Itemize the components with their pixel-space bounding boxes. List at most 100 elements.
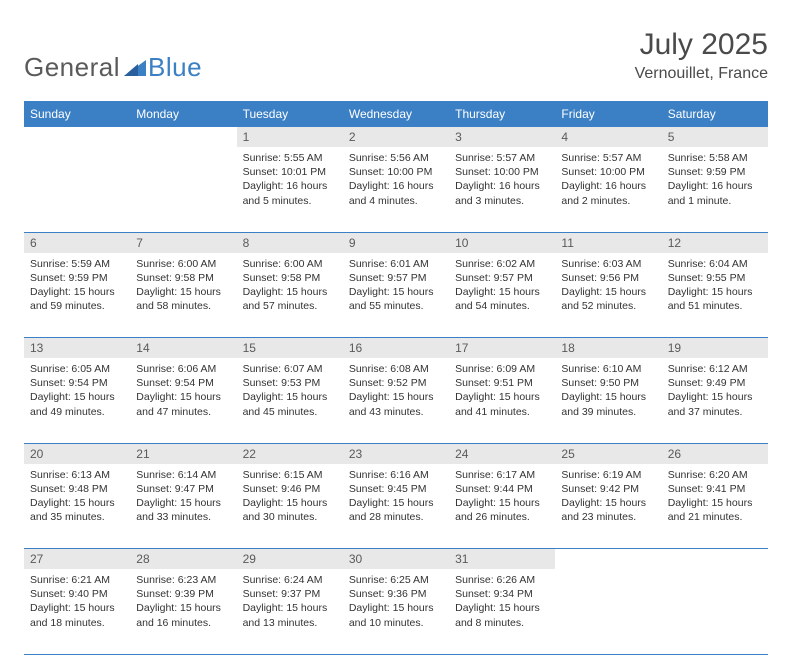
daynum-cell: 19 — [662, 338, 768, 359]
daynum-row: 12345 — [24, 127, 768, 147]
weekday-header: Friday — [555, 101, 661, 127]
brand-logo: General Blue — [24, 52, 202, 83]
daynum-cell: 2 — [343, 127, 449, 147]
daynum-cell: 31 — [449, 549, 555, 570]
day-info: Sunrise: 6:23 AMSunset: 9:39 PMDaylight:… — [130, 569, 236, 636]
title-block: July 2025 Vernouillet, France — [635, 28, 768, 83]
daynum-row: 20212223242526 — [24, 443, 768, 464]
day-number: 10 — [449, 233, 555, 253]
info-line: Sunset: 9:36 PM — [349, 587, 443, 601]
daynum-cell: 5 — [662, 127, 768, 147]
info-line: and 51 minutes. — [668, 299, 762, 313]
day-info: Sunrise: 6:02 AMSunset: 9:57 PMDaylight:… — [449, 253, 555, 320]
day-info: Sunrise: 6:24 AMSunset: 9:37 PMDaylight:… — [237, 569, 343, 636]
info-line: Daylight: 16 hours — [349, 179, 443, 193]
info-line: and 41 minutes. — [455, 405, 549, 419]
info-line: Sunrise: 6:02 AM — [455, 257, 549, 271]
info-line: and 1 minute. — [668, 194, 762, 208]
info-line: Sunset: 9:57 PM — [455, 271, 549, 285]
info-line: and 33 minutes. — [136, 510, 230, 524]
daynum-cell: 1 — [237, 127, 343, 147]
content-row: Sunrise: 5:55 AMSunset: 10:01 PMDaylight… — [24, 147, 768, 232]
day-cell: Sunrise: 6:05 AMSunset: 9:54 PMDaylight:… — [24, 358, 130, 443]
daynum-row: 2728293031 — [24, 549, 768, 570]
day-number: 29 — [237, 549, 343, 569]
info-line: Sunrise: 5:55 AM — [243, 151, 337, 165]
info-line: Sunrise: 6:16 AM — [349, 468, 443, 482]
day-cell — [24, 147, 130, 232]
day-info: Sunrise: 6:05 AMSunset: 9:54 PMDaylight:… — [24, 358, 130, 425]
day-cell: Sunrise: 5:57 AMSunset: 10:00 PMDaylight… — [555, 147, 661, 232]
info-line: Daylight: 15 hours — [243, 601, 337, 615]
info-line: Daylight: 15 hours — [243, 390, 337, 404]
info-line: Sunrise: 6:00 AM — [243, 257, 337, 271]
info-line: Daylight: 15 hours — [349, 496, 443, 510]
info-line: Sunrise: 6:07 AM — [243, 362, 337, 376]
day-cell: Sunrise: 6:12 AMSunset: 9:49 PMDaylight:… — [662, 358, 768, 443]
daynum-cell: 3 — [449, 127, 555, 147]
day-number — [24, 127, 130, 133]
info-line: Sunrise: 6:08 AM — [349, 362, 443, 376]
daynum-row: 13141516171819 — [24, 338, 768, 359]
info-line: Daylight: 16 hours — [243, 179, 337, 193]
info-line: and 13 minutes. — [243, 616, 337, 630]
page-header: General Blue July 2025 Vernouillet, Fran… — [24, 28, 768, 83]
daynum-cell: 12 — [662, 232, 768, 253]
info-line: Sunrise: 6:17 AM — [455, 468, 549, 482]
info-line: Sunset: 9:57 PM — [349, 271, 443, 285]
day-info: Sunrise: 6:09 AMSunset: 9:51 PMDaylight:… — [449, 358, 555, 425]
brand-triangle-icon — [124, 52, 146, 83]
info-line: Sunrise: 6:23 AM — [136, 573, 230, 587]
brand-text-2: Blue — [148, 52, 202, 83]
day-info: Sunrise: 6:00 AMSunset: 9:58 PMDaylight:… — [130, 253, 236, 320]
info-line: Sunset: 9:52 PM — [349, 376, 443, 390]
daynum-cell: 30 — [343, 549, 449, 570]
day-info: Sunrise: 6:10 AMSunset: 9:50 PMDaylight:… — [555, 358, 661, 425]
info-line: and 49 minutes. — [30, 405, 124, 419]
brand-text-1: General — [24, 52, 120, 83]
info-line: Sunrise: 5:57 AM — [455, 151, 549, 165]
info-line: Sunset: 9:34 PM — [455, 587, 549, 601]
info-line: Sunrise: 5:58 AM — [668, 151, 762, 165]
daynum-cell: 8 — [237, 232, 343, 253]
day-number: 1 — [237, 127, 343, 147]
info-line: Daylight: 15 hours — [455, 390, 549, 404]
info-line: and 5 minutes. — [243, 194, 337, 208]
daynum-cell: 24 — [449, 443, 555, 464]
info-line: and 21 minutes. — [668, 510, 762, 524]
calendar-body: 12345Sunrise: 5:55 AMSunset: 10:01 PMDay… — [24, 127, 768, 654]
day-number: 13 — [24, 338, 130, 358]
info-line: Sunrise: 6:24 AM — [243, 573, 337, 587]
info-line: Sunset: 9:47 PM — [136, 482, 230, 496]
info-line: and 47 minutes. — [136, 405, 230, 419]
info-line: and 8 minutes. — [455, 616, 549, 630]
info-line: Sunset: 9:49 PM — [668, 376, 762, 390]
day-info: Sunrise: 6:17 AMSunset: 9:44 PMDaylight:… — [449, 464, 555, 531]
info-line: Sunrise: 6:21 AM — [30, 573, 124, 587]
info-line: and 58 minutes. — [136, 299, 230, 313]
day-number: 8 — [237, 233, 343, 253]
info-line: and 16 minutes. — [136, 616, 230, 630]
info-line: Daylight: 15 hours — [455, 285, 549, 299]
info-line: and 10 minutes. — [349, 616, 443, 630]
info-line: Sunset: 9:42 PM — [561, 482, 655, 496]
info-line: Sunset: 9:39 PM — [136, 587, 230, 601]
day-cell: Sunrise: 6:10 AMSunset: 9:50 PMDaylight:… — [555, 358, 661, 443]
day-number: 18 — [555, 338, 661, 358]
day-info: Sunrise: 6:14 AMSunset: 9:47 PMDaylight:… — [130, 464, 236, 531]
info-line: Daylight: 15 hours — [668, 285, 762, 299]
info-line: Sunrise: 6:06 AM — [136, 362, 230, 376]
info-line: Sunset: 9:51 PM — [455, 376, 549, 390]
daynum-cell: 29 — [237, 549, 343, 570]
content-row: Sunrise: 6:05 AMSunset: 9:54 PMDaylight:… — [24, 358, 768, 443]
info-line: Sunset: 9:48 PM — [30, 482, 124, 496]
info-line: Sunset: 9:46 PM — [243, 482, 337, 496]
info-line: and 2 minutes. — [561, 194, 655, 208]
info-line: Sunset: 10:00 PM — [349, 165, 443, 179]
day-number: 31 — [449, 549, 555, 569]
day-cell: Sunrise: 6:19 AMSunset: 9:42 PMDaylight:… — [555, 464, 661, 549]
daynum-cell — [662, 549, 768, 570]
weekday-header: Monday — [130, 101, 236, 127]
month-title: July 2025 — [635, 28, 768, 62]
info-line: Daylight: 16 hours — [668, 179, 762, 193]
